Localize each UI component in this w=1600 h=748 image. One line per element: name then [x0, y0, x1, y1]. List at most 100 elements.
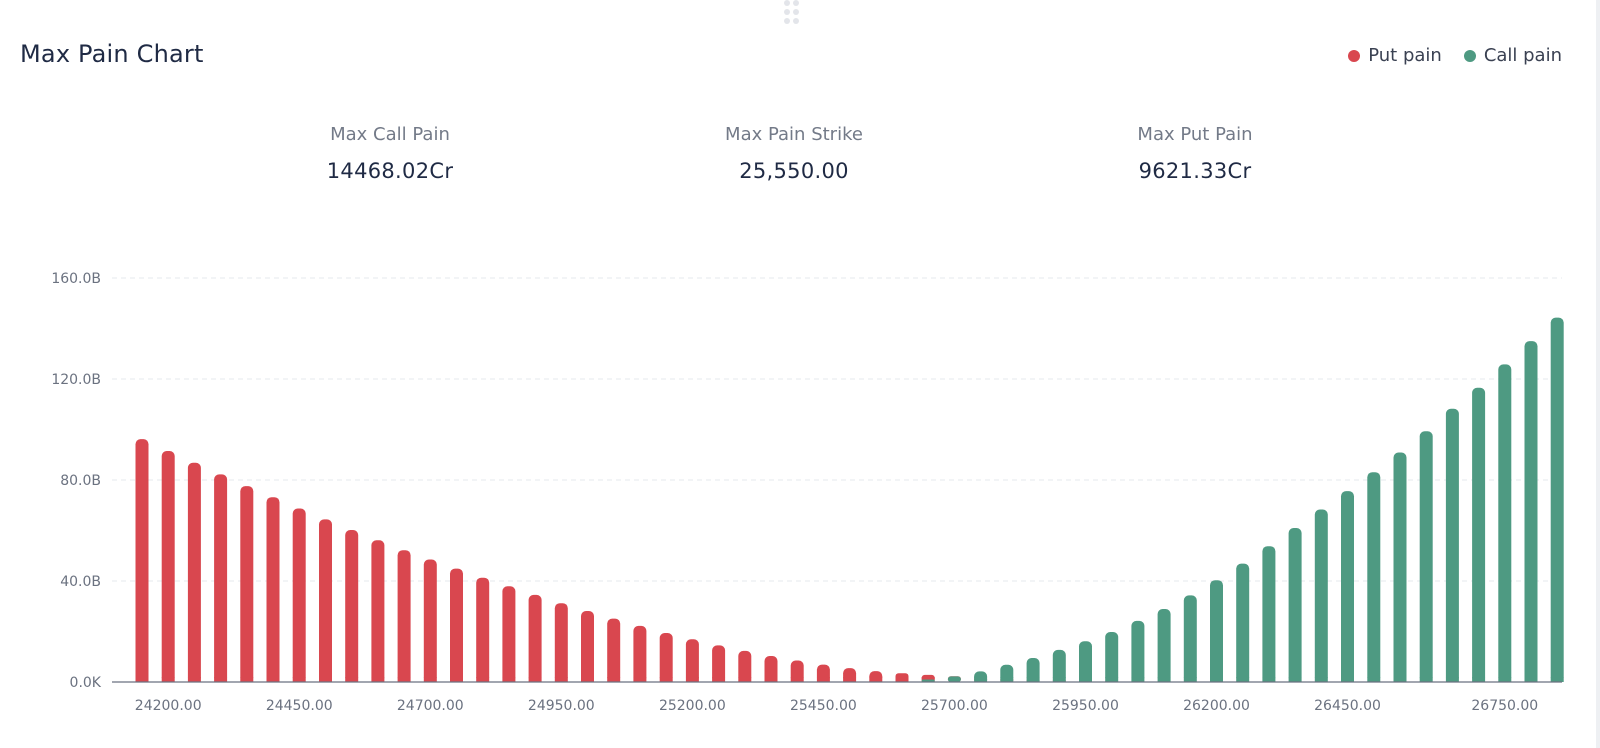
bar-put-pain-base: [423, 677, 437, 682]
scrollbar-track[interactable]: [1596, 0, 1600, 748]
bar-put-pain-base: [528, 677, 542, 682]
bar-call-pain: [1445, 408, 1459, 682]
bar-call-pain-base: [1131, 677, 1145, 682]
bar-call-pain-base: [1105, 677, 1119, 682]
stat-max-call-pain: Max Call Pain 14468.02Cr: [260, 124, 520, 183]
stat-label: Max Pain Strike: [725, 124, 863, 145]
bar-call-pain-base: [1341, 677, 1354, 682]
bar-call-pain-base: [974, 677, 988, 682]
bar-put-pain: [135, 439, 149, 682]
stat-label: Max Put Pain: [1137, 124, 1253, 145]
bar-call-pain: [1524, 341, 1538, 682]
bar-put-pain-base: [345, 677, 359, 682]
bar-call-pain: [1288, 528, 1302, 682]
stat-max-pain-strike: Max Pain Strike 25,550.00: [664, 124, 924, 183]
bar-call-pain-base: [1367, 677, 1381, 682]
stat-max-put-pain: Max Put Pain 9621.33Cr: [1065, 124, 1325, 183]
bar-put-pain-base: [397, 677, 411, 682]
bar-put-pain-base: [266, 677, 280, 682]
bar-call-pain-base: [1000, 677, 1014, 682]
bar-put-pain-base: [135, 677, 149, 682]
bar-call-pain: [1183, 595, 1197, 682]
bar-put-pain-base: [712, 677, 726, 682]
chart-legend: Put pain Call pain: [1348, 45, 1562, 66]
bar-call-pain-base: [1524, 677, 1538, 682]
x-tick-label: 24950.00: [528, 698, 595, 714]
bar-put-pain: [790, 660, 804, 682]
bar-put-pain-base: [816, 677, 830, 682]
bar-call-pain-base: [1498, 677, 1512, 682]
bar-call-pain-base: [1288, 677, 1302, 682]
y-tick-label: 40.0B: [60, 574, 101, 590]
bar-put-pain-base: [843, 677, 857, 682]
bar-call-pain: [947, 676, 961, 682]
bar-call-pain: [1131, 620, 1145, 682]
bar-call-pain-base: [1210, 677, 1223, 682]
bar-put-pain: [581, 611, 594, 682]
bar-put-pain: [633, 625, 647, 682]
bar-put-pain: [187, 462, 201, 682]
bar-put-pain-base: [187, 677, 201, 682]
bar-put-pain: [266, 497, 280, 682]
bar-call-pain-base: [1550, 677, 1564, 682]
bar-put-pain: [292, 508, 306, 682]
bar-call-pain-base: [1157, 677, 1171, 682]
x-tick-label: 25700.00: [921, 698, 988, 714]
legend-item-put-pain[interactable]: Put pain: [1348, 45, 1442, 66]
bar-call-pain: [1079, 641, 1092, 682]
bar-call-pain-base: [1183, 677, 1197, 682]
chart-title: Max Pain Chart: [20, 40, 204, 68]
bar-call-pain: [1314, 509, 1328, 682]
y-tick-label: 80.0B: [60, 473, 101, 489]
bar-put-pain: [659, 633, 673, 682]
x-tick-label: 25200.00: [659, 698, 726, 714]
bar-call-pain: [1210, 580, 1223, 682]
bar-put-pain-base: [869, 677, 883, 682]
put-pain-dot-icon: [1348, 49, 1361, 62]
bar-put-pain: [476, 577, 490, 682]
drag-handle-icon[interactable]: [781, 0, 801, 24]
bar-put-pain: [240, 486, 254, 682]
bar-put-pain: [345, 530, 359, 682]
bar-put-pain: [764, 656, 778, 682]
bar-put-pain-base: [764, 677, 778, 682]
bar-put-pain-base: [581, 677, 594, 682]
bar-put-pain: [319, 519, 332, 682]
bar-call-pain-base: [1393, 677, 1407, 682]
bar-put-pain: [450, 568, 463, 682]
x-tick-label: 25950.00: [1052, 698, 1119, 714]
bar-put-pain: [397, 550, 411, 682]
bar-put-pain-base: [738, 677, 752, 682]
bar-call-pain-base: [1314, 677, 1328, 682]
bar-put-pain: [712, 645, 726, 682]
bar-put-pain-base: [633, 677, 647, 682]
bar-call-pain: [1367, 472, 1381, 682]
bar-call-pain-base: [1079, 677, 1092, 682]
y-tick-label: 120.0B: [51, 372, 101, 388]
y-tick-label: 0.0K: [70, 675, 102, 691]
bar-put-pain-base: [685, 677, 699, 682]
bar-put-pain-base: [895, 677, 909, 682]
y-tick-label: 160.0B: [51, 271, 101, 287]
x-tick-label: 25450.00: [790, 698, 857, 714]
bar-put-pain: [528, 594, 542, 682]
bar-call-pain: [1393, 452, 1407, 682]
legend-item-call-pain[interactable]: Call pain: [1463, 45, 1562, 66]
bar-put-pain-base: [292, 677, 306, 682]
stat-value: 14468.02Cr: [326, 159, 454, 183]
stat-label: Max Call Pain: [330, 124, 450, 145]
bar-put-pain: [502, 586, 516, 682]
x-tick-label: 24700.00: [397, 698, 464, 714]
bar-put-pain-base: [790, 677, 804, 682]
summary-stats: Max Call Pain 14468.02Cr Max Pain Strike…: [0, 124, 1600, 204]
bar-call-pain: [1419, 431, 1433, 682]
bar-put-pain-base: [659, 677, 673, 682]
bar-put-pain-base: [607, 677, 621, 682]
bar-put-pain-base: [502, 677, 516, 682]
bar-put-pain-base: [214, 677, 228, 682]
stat-value: 25,550.00: [739, 159, 849, 183]
bar-put-pain-base: [371, 677, 385, 682]
bar-call-pain: [1341, 491, 1354, 682]
bar-call-pain-base: [1445, 677, 1459, 682]
